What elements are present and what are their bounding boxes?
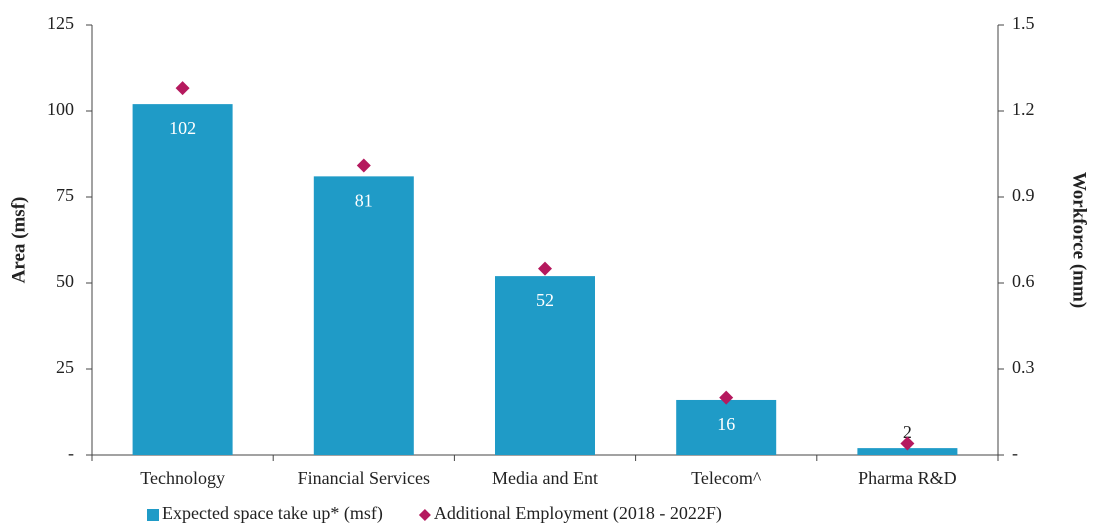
bar (313, 176, 414, 456)
y-tick-label: 25 (56, 357, 74, 377)
legend-label: Expected space take up* (msf) (162, 503, 383, 524)
diamond-marker (175, 81, 190, 96)
data-label: 52 (536, 290, 554, 310)
y2-tick-label: 1.5 (1012, 13, 1035, 33)
diamond-marker (719, 390, 734, 405)
y2-tick-label: 0.9 (1012, 185, 1035, 205)
y-tick-label: - (68, 443, 74, 463)
bar (676, 399, 777, 455)
y2-tick-label: 0.6 (1012, 271, 1035, 291)
data-label: 81 (355, 190, 373, 210)
bar (132, 104, 233, 456)
y-tick-label: 50 (56, 271, 74, 291)
bar (495, 276, 595, 455)
y-tick-label: 125 (47, 13, 74, 33)
legend-swatch (418, 509, 431, 521)
y-axis-title: Area (msf) (8, 197, 29, 284)
diamond-marker (900, 436, 915, 451)
x-tick-label: Media and Ent (492, 468, 598, 488)
data-label: 2 (903, 422, 912, 442)
data-label: 16 (717, 414, 735, 434)
y2-tick-label: 1.2 (1012, 99, 1035, 119)
x-tick-label: Technology (140, 468, 225, 488)
y-tick-label: 100 (47, 99, 74, 119)
bar (857, 448, 958, 455)
y2-tick-label: 0.3 (1012, 357, 1035, 377)
x-tick-label: Pharma R&D (858, 468, 957, 488)
legend-label: Additional Employment (2018 - 2022F) (434, 503, 722, 524)
y-tick-label: 75 (56, 185, 74, 205)
x-tick-label: Financial Services (298, 468, 430, 488)
y2-axis-title: Workforce (mm) (1069, 172, 1090, 308)
data-label: 102 (169, 118, 196, 138)
y2-tick-label: - (1012, 443, 1018, 463)
diamond-marker (538, 261, 552, 276)
legend-swatch (147, 509, 159, 521)
x-tick-label: Telecom^ (691, 468, 762, 488)
diamond-marker (356, 158, 371, 173)
